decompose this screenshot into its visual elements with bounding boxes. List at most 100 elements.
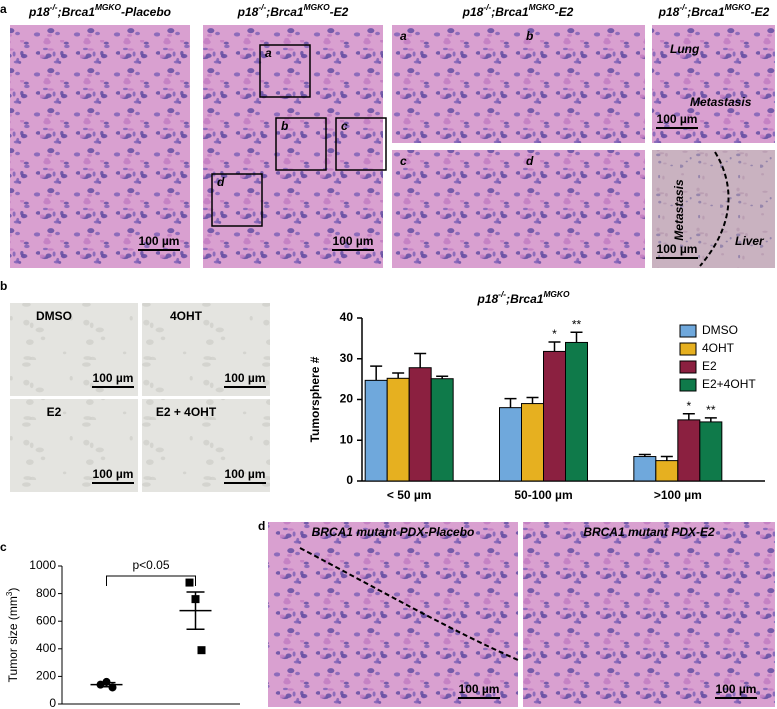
title-part: -E2 [751,5,770,19]
inset-box [211,173,263,227]
significance-bracket [106,575,196,586]
title: p18-/-;Brca1MGKO-E2 [462,2,574,19]
error-bar [704,417,717,422]
superscript: -/- [50,2,58,12]
error-bar [660,455,673,461]
superscript: 3 [5,591,14,596]
condition-label: DMSO [36,309,72,323]
sphere-image [142,303,270,396]
superscript: MGKO [529,2,556,12]
title-part: p18 [462,5,484,19]
panel-label: a [0,2,7,16]
y-tick-label: 20 [340,392,354,406]
zoom-label: d [526,154,534,168]
bar [565,341,588,482]
y-tick-label: 10 [340,432,354,446]
title: p18-/-;Brca1MGKO [476,289,569,306]
scale-bar-label: 100 µm [139,234,180,248]
zoom-tile [392,150,519,268]
title-part: ;Brca1 [58,5,96,19]
x-tick-label: < 50 µm [387,488,432,502]
bar [699,421,723,482]
bar [499,407,522,482]
title-part: ;Brca1 [266,5,304,19]
error-bar [370,365,383,381]
error-bar [414,352,427,368]
y-axis-title: Tumorsphere # [308,356,322,442]
error-bar [570,331,583,343]
zoom-tile [518,25,645,143]
error-bar [392,372,405,379]
scale-bar-label: 100 µm [657,112,698,126]
title-part: p18 [658,5,680,19]
bar [655,460,679,482]
y-tick-label: 1000 [29,558,56,572]
scale-bar-label: 100 µm [93,371,134,385]
title-part: -Placebo [121,5,171,19]
title-part: p18 [237,5,259,19]
legend-swatch [679,324,697,338]
zoom-label: a [400,29,407,43]
scale-bar-label: 100 µm [93,467,134,481]
superscript: MGKO [725,2,752,12]
inset-box [259,44,311,98]
scale-bar-label: 100 µm [716,682,757,696]
pdx-image [523,522,775,707]
micrograph [10,25,190,268]
inset-box [275,117,327,171]
y-tick-label: 400 [36,641,56,655]
title-part: p18 [28,5,50,19]
significance: ** [572,317,582,331]
error-bar [186,591,205,630]
superscript: MGKO [543,289,570,299]
title-part: ;Brca1 [491,5,529,19]
bar [543,350,566,482]
y-tick-label: 200 [36,669,56,683]
title-part: ;Brca1 [687,5,725,19]
sphere-image [10,303,138,396]
error-bar [436,375,449,379]
error-bar [638,453,651,457]
panel-label: c [0,540,7,554]
inset-box [335,117,387,171]
error-bar [526,396,539,404]
legend-label: E2+4OHT [702,377,756,391]
zoom-label: c [400,154,407,168]
title-part: -E2 [330,5,349,19]
y-tick-label: 600 [36,613,56,627]
title: p18-/-;Brca1MGKO-Placebo [28,2,171,19]
panel-label: b [0,279,7,293]
error-bar [682,413,695,420]
error-bar [504,397,517,408]
superscript: -/- [498,289,506,299]
title-part: -E2 [555,5,574,19]
boundary [299,547,519,661]
data-point [185,578,194,587]
bar [521,403,544,482]
y-tick-label: 40 [340,310,354,324]
error-bar [548,341,561,352]
bar [364,379,388,482]
condition-label: E2 + 4OHT [156,405,217,419]
legend-label: DMSO [702,323,738,337]
pdx-title: BRCA1 mutant PDX-E2 [583,525,715,539]
title-part: ;Brca1 [506,292,544,306]
tissue-label: Metastasis [690,95,752,109]
y-tick-label: 30 [340,351,354,365]
legend-swatch [679,342,697,356]
inset-label: d [217,175,225,189]
scale-bar-label: 100 µm [333,234,374,248]
superscript: -/- [679,2,687,12]
bar [677,419,701,482]
bar [386,377,410,482]
zoom-tile [518,150,645,268]
condition-label: E2 [47,405,62,419]
legend-label: E2 [702,359,717,373]
micrograph [203,25,383,268]
scale-bar-label: 100 µm [225,371,266,385]
y-tick-label: 800 [36,586,56,600]
title: p18-/-;Brca1MGKO-E2 [237,2,349,19]
bar [408,367,432,482]
y-tick-label: 0 [346,473,353,487]
y-tick-label: 0 [49,696,56,709]
